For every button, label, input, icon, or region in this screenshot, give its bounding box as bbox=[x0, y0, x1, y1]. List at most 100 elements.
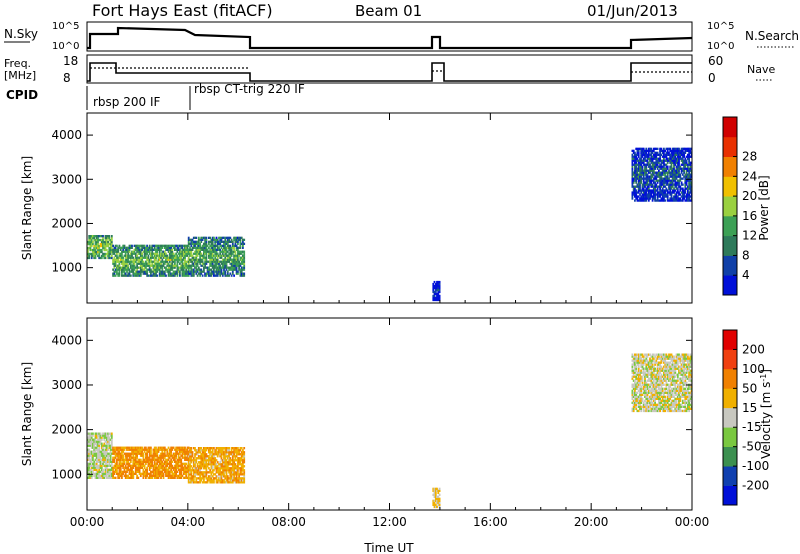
data-cell bbox=[206, 463, 209, 466]
data-cell bbox=[114, 244, 117, 247]
data-cell bbox=[649, 147, 651, 150]
data-cell bbox=[438, 296, 441, 300]
data-cell bbox=[189, 477, 191, 480]
data-cell bbox=[641, 197, 644, 200]
data-cell bbox=[109, 238, 112, 242]
data-cell bbox=[103, 476, 106, 479]
data-cell bbox=[89, 450, 92, 453]
data-cell bbox=[655, 155, 658, 158]
data-cell bbox=[107, 470, 109, 473]
data-cell bbox=[107, 448, 109, 451]
data-cell bbox=[681, 193, 684, 196]
data-cell bbox=[128, 462, 131, 465]
data-cell bbox=[645, 197, 648, 200]
data-cell bbox=[122, 258, 125, 261]
data-cell bbox=[199, 473, 201, 476]
data-cell bbox=[153, 258, 156, 261]
data-cell bbox=[651, 403, 654, 406]
data-cell bbox=[210, 471, 213, 474]
data-cell bbox=[214, 453, 217, 456]
data-cell bbox=[645, 375, 648, 378]
data-cell bbox=[138, 252, 141, 255]
data-cell bbox=[229, 246, 232, 249]
data-cell bbox=[650, 395, 653, 398]
data-cell bbox=[681, 159, 684, 162]
data-cell bbox=[674, 189, 677, 192]
data-cell bbox=[204, 461, 206, 464]
data-cell bbox=[213, 455, 215, 458]
data-cell bbox=[103, 454, 106, 457]
data-cell bbox=[156, 264, 159, 267]
data-cell bbox=[231, 447, 234, 450]
data-cell bbox=[674, 175, 677, 178]
data-cell bbox=[650, 173, 653, 176]
data-cell bbox=[644, 375, 646, 378]
data-cell bbox=[676, 191, 679, 194]
data-cell bbox=[689, 155, 692, 158]
data-cell bbox=[105, 434, 108, 437]
colorbar-segment bbox=[723, 117, 737, 138]
data-cell bbox=[168, 472, 171, 475]
data-cell bbox=[660, 153, 663, 156]
nave-trace bbox=[90, 67, 692, 73]
power-x-ticks bbox=[86, 113, 693, 303]
data-cell bbox=[192, 268, 195, 271]
data-cell bbox=[239, 469, 242, 472]
data-cell bbox=[683, 193, 685, 196]
data-cell bbox=[689, 163, 692, 166]
data-cell bbox=[675, 183, 678, 186]
data-cell bbox=[95, 240, 98, 244]
data-cell bbox=[87, 462, 89, 465]
freq-label-line1: Freq. bbox=[4, 57, 31, 70]
data-cell bbox=[138, 260, 141, 263]
data-cell bbox=[631, 181, 634, 184]
data-cell bbox=[220, 447, 223, 450]
data-cell bbox=[161, 260, 164, 263]
data-cell bbox=[239, 252, 242, 255]
data-cell bbox=[242, 453, 244, 456]
data-cell bbox=[237, 449, 239, 452]
data-cell bbox=[231, 463, 234, 466]
data-cell bbox=[170, 474, 172, 477]
data-cell bbox=[137, 458, 140, 461]
data-cell bbox=[678, 171, 680, 174]
data-cell bbox=[160, 254, 162, 257]
data-cell bbox=[209, 248, 212, 251]
data-cell bbox=[632, 407, 635, 410]
data-cell bbox=[210, 274, 213, 277]
data-cell bbox=[170, 470, 172, 473]
data-cell bbox=[642, 359, 645, 362]
data-cell bbox=[689, 179, 692, 182]
data-cell bbox=[678, 199, 680, 202]
data-cell bbox=[237, 252, 239, 255]
data-cell bbox=[666, 165, 669, 168]
data-cell bbox=[243, 242, 246, 245]
data-cell bbox=[215, 262, 218, 265]
data-cell bbox=[124, 454, 127, 457]
data-cell bbox=[87, 442, 89, 445]
data-cell bbox=[668, 179, 670, 182]
data-cell bbox=[223, 270, 225, 273]
data-cell bbox=[161, 250, 164, 253]
data-cell bbox=[661, 197, 664, 200]
data-cell bbox=[148, 270, 151, 273]
data-cell bbox=[98, 250, 101, 254]
data-cell bbox=[233, 238, 235, 241]
data-cell bbox=[683, 175, 685, 178]
data-cell bbox=[150, 458, 152, 461]
data-cell bbox=[131, 464, 133, 467]
data-cell bbox=[184, 244, 186, 247]
data-cell bbox=[167, 264, 170, 267]
data-cell bbox=[113, 448, 116, 451]
data-cell bbox=[116, 460, 118, 463]
data-cell bbox=[128, 250, 131, 253]
data-cell bbox=[118, 452, 121, 455]
data-cell bbox=[102, 446, 104, 449]
data-cell bbox=[238, 467, 240, 470]
data-cell bbox=[650, 397, 653, 400]
data-cell bbox=[206, 250, 209, 253]
data-cell bbox=[177, 248, 180, 251]
data-cell bbox=[231, 242, 234, 245]
data-cell bbox=[216, 272, 219, 275]
data-cell bbox=[181, 468, 184, 471]
